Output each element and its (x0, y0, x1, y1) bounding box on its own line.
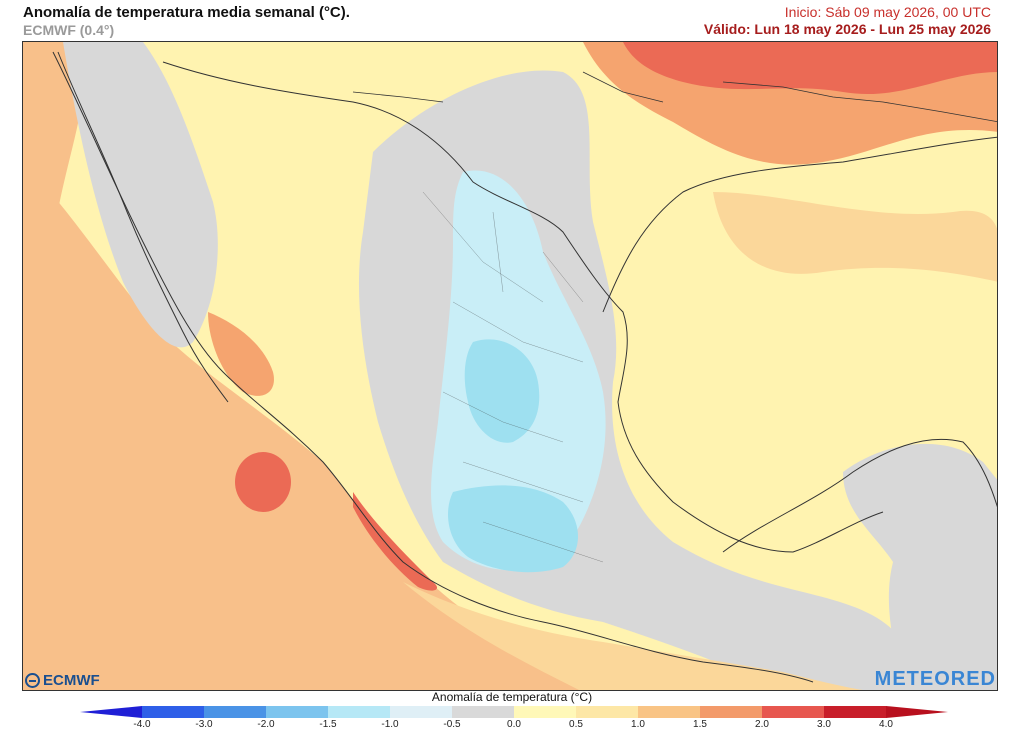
legend-cell (328, 706, 391, 718)
gulf-warm-lobe (713, 192, 997, 282)
us-border (352, 71, 997, 123)
legend-cell (514, 706, 577, 718)
legend-cell (452, 706, 515, 718)
ecmwf-logo: ECMWF (25, 672, 100, 689)
legend-cell (638, 706, 701, 718)
pacific-west-warm (23, 42, 123, 562)
legend-cell (576, 706, 639, 718)
legend-max-arrow (886, 706, 948, 718)
legend-cells (80, 706, 948, 718)
ecmwf-logo-icon (25, 673, 40, 688)
hot-patch-gulf-california (208, 312, 274, 396)
legend-tick-labels: -4.0 -3.0 -2.0 -1.5 -1.0 -0.5 0.0 0.5 1.0 1.5 2.0 3… (0, 719, 1024, 733)
cool-area-south (448, 485, 578, 573)
legend-tick-label: 0.5 (569, 719, 583, 730)
legend-tick-label: -3.0 (195, 719, 213, 730)
legend-tick-label: 2.0 (755, 719, 769, 730)
legend-cell (390, 706, 453, 718)
color-legend (80, 706, 948, 718)
legend-tick-label: -4.0 (133, 719, 151, 730)
legend-cell (700, 706, 763, 718)
south-warm-strip (403, 582, 863, 690)
legend-min-arrow (80, 706, 142, 718)
legend-tick-label: 1.5 (693, 719, 707, 730)
gulf-coast (602, 136, 997, 313)
legend-cell (204, 706, 267, 718)
init-time: Inicio: Sáb 09 may 2026, 00 UTC (784, 4, 991, 20)
legend-tick-label: -0.5 (443, 719, 461, 730)
legend-cell (762, 706, 825, 718)
legend-cell (266, 706, 329, 718)
legend-tick-label: 4.0 (879, 719, 893, 730)
baja-neutral (63, 42, 218, 348)
legend-tick-label: 0.0 (507, 719, 521, 730)
legend-tick-label: -1.0 (381, 719, 399, 730)
baja-outline (57, 51, 229, 403)
model-name: ECMWF (0.4°) (23, 22, 115, 38)
cool-area-core (464, 339, 540, 443)
state-lines (422, 191, 604, 563)
chart-title: Anomalía de temperatura media semanal (°… (23, 4, 350, 21)
legend-cell (142, 706, 205, 718)
legend-cell (824, 706, 887, 718)
meteored-logo: METEORED (874, 668, 996, 690)
yucatan-neutral (843, 443, 997, 690)
hot-patch-offshore (235, 452, 291, 512)
yucatan-coast (722, 438, 997, 553)
mexico-outline (52, 51, 884, 683)
pacific-warm-area (23, 162, 618, 690)
legend-tick-label: -1.5 (319, 719, 337, 730)
north-hot-band (623, 42, 997, 95)
ecmwf-logo-text: ECMWF (43, 672, 100, 689)
legend-tick-label: 1.0 (631, 719, 645, 730)
hot-patch-coast (353, 492, 438, 591)
legend-tick-label: 3.0 (817, 719, 831, 730)
map-canvas (23, 42, 997, 690)
legend-tick-label: -2.0 (257, 719, 275, 730)
anomaly-map[interactable] (22, 41, 998, 691)
valid-range: Válido: Lun 18 may 2026 - Lun 25 may 202… (703, 21, 991, 37)
legend-title: Anomalía de temperatura (°C) (431, 690, 593, 704)
